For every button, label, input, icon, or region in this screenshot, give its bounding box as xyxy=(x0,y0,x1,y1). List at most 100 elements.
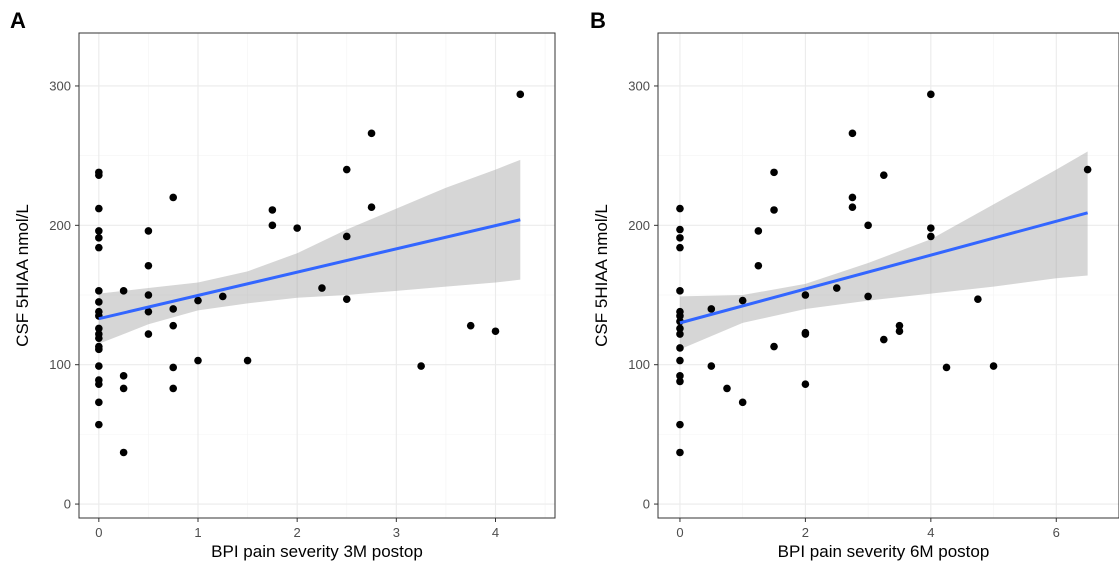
data-point xyxy=(974,295,982,303)
y-axis-title: CSF 5HIAA nmol/L xyxy=(13,204,32,347)
data-point xyxy=(342,295,351,303)
data-point xyxy=(95,234,103,242)
data-point xyxy=(676,287,684,295)
data-point xyxy=(770,206,778,214)
plot-background xyxy=(658,33,1119,518)
x-tick-label: 3 xyxy=(393,525,400,540)
data-point xyxy=(927,90,935,99)
data-point xyxy=(927,232,935,241)
data-point xyxy=(95,171,103,179)
regression-line xyxy=(679,211,1089,325)
y-tick-label: 200 xyxy=(628,218,650,233)
data-point xyxy=(516,90,525,99)
panel-border xyxy=(78,32,556,519)
data-point xyxy=(169,193,178,202)
data-point xyxy=(707,362,716,370)
data-points xyxy=(95,90,525,457)
panel-letter: A xyxy=(10,8,26,33)
grid-lines xyxy=(658,33,1119,518)
data-point xyxy=(318,284,326,292)
panel-border xyxy=(657,32,1119,519)
data-point xyxy=(95,420,103,429)
data-point xyxy=(848,203,857,212)
y-tick-label: 100 xyxy=(49,357,71,372)
data-point xyxy=(927,224,935,232)
data-point xyxy=(864,221,872,230)
data-point xyxy=(95,298,103,306)
data-point xyxy=(417,362,425,370)
data-point xyxy=(676,204,684,213)
data-point xyxy=(864,292,872,301)
data-point xyxy=(169,384,178,393)
y-tick-label: 0 xyxy=(64,497,71,512)
data-point xyxy=(895,321,904,330)
data-point xyxy=(879,171,888,179)
x-tick-label: 4 xyxy=(492,525,499,540)
data-point xyxy=(801,291,810,299)
data-point xyxy=(754,261,763,270)
data-point xyxy=(466,321,475,330)
x-tick-label: 0 xyxy=(676,525,683,540)
data-point xyxy=(676,225,684,234)
data-point xyxy=(770,168,778,177)
data-point xyxy=(738,398,747,407)
confidence-band xyxy=(98,159,521,344)
data-point xyxy=(942,363,951,372)
data-point xyxy=(95,287,103,295)
data-point xyxy=(194,296,202,305)
data-point xyxy=(676,448,684,457)
data-point xyxy=(119,287,128,295)
x-tick-label: 2 xyxy=(294,525,301,540)
data-point xyxy=(676,420,684,429)
data-point xyxy=(848,193,857,202)
data-point xyxy=(738,296,747,305)
x-tick-label: 0 xyxy=(95,525,102,540)
data-point xyxy=(676,324,684,333)
data-point xyxy=(169,363,178,372)
data-point xyxy=(676,234,684,242)
regression-line xyxy=(98,218,521,321)
y-tick-label: 300 xyxy=(628,78,650,93)
x-tick-label: 1 xyxy=(194,525,201,540)
data-point xyxy=(676,377,684,386)
data-point xyxy=(95,380,103,389)
panel-letter: B xyxy=(590,8,606,33)
panel-a: 0 1 2 3 4 0 100 200 300 BPI pain severity 3M post… xyxy=(10,8,556,561)
data-point xyxy=(707,305,716,313)
data-point xyxy=(119,448,128,457)
data-point xyxy=(268,206,277,214)
data-point xyxy=(95,362,103,370)
data-point xyxy=(293,224,301,232)
x-tick-label: 4 xyxy=(927,525,934,540)
x-axis-title: BPI pain severity 3M postop xyxy=(211,542,423,561)
data-point xyxy=(342,232,351,241)
y-tick-label: 300 xyxy=(49,78,71,93)
data-points xyxy=(676,90,1092,457)
data-point xyxy=(144,227,153,235)
grid-lines xyxy=(79,33,555,518)
data-point xyxy=(169,321,178,330)
y-tick-label: 0 xyxy=(643,497,650,512)
data-point xyxy=(144,261,153,270)
data-point xyxy=(95,398,103,407)
data-point xyxy=(676,312,684,320)
data-point xyxy=(119,384,128,393)
data-point xyxy=(770,342,778,351)
plot-background xyxy=(79,33,555,518)
data-point xyxy=(367,203,376,212)
panel-b: 0 2 4 6 0 100 200 300 BPI pain severity 6M posto… xyxy=(590,8,1119,561)
data-point xyxy=(989,362,998,370)
x-tick-label: 6 xyxy=(1053,525,1060,540)
data-point xyxy=(367,129,376,138)
data-point xyxy=(676,243,684,252)
data-point xyxy=(218,292,227,301)
x-tick-label: 2 xyxy=(802,525,809,540)
data-point xyxy=(243,356,252,365)
data-point xyxy=(676,330,684,338)
data-point xyxy=(95,345,103,354)
data-point xyxy=(194,356,202,365)
data-point xyxy=(95,324,103,333)
data-point xyxy=(95,204,103,213)
y-axis-title: CSF 5HIAA nmol/L xyxy=(592,204,611,347)
